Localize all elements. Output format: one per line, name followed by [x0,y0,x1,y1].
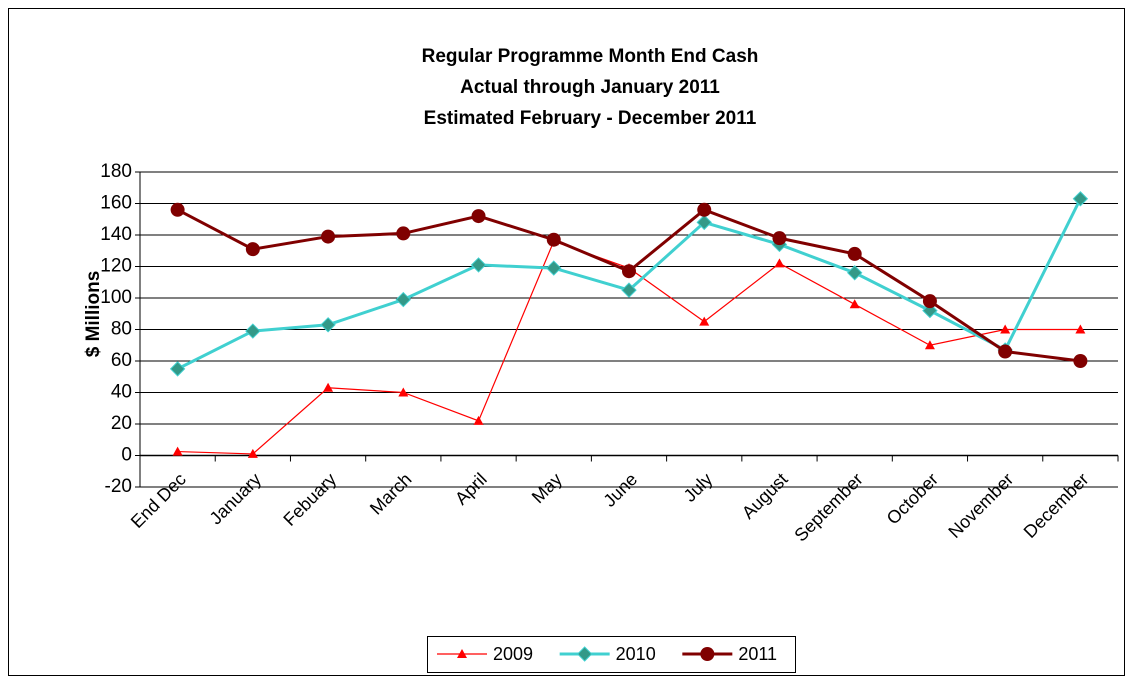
marker [621,282,637,298]
marker [471,209,486,224]
marker [922,294,937,309]
chart-title: Regular Programme Month End Cash [422,46,759,67]
legend-label: 2011 [738,644,777,664]
chart-subtitle: Estimated February - December 2011 [424,108,757,129]
marker [473,415,484,425]
marker [1073,354,1088,368]
marker [1072,191,1089,207]
marker [1000,324,1011,334]
y-tick-label: 40 [111,382,132,403]
marker [172,446,183,456]
legend-marker [576,646,593,662]
y-tick-label: 160 [100,193,132,214]
marker [998,344,1013,359]
marker [846,265,863,281]
marker [323,382,334,392]
legend-box [427,636,796,673]
marker [696,214,712,231]
marker [245,242,260,257]
marker [247,448,258,458]
y-tick-label: 100 [100,287,132,308]
marker [849,299,860,309]
marker [321,229,336,244]
marker [847,246,862,261]
chart-frame [8,8,1125,676]
marker [622,264,636,279]
y-tick-label: 120 [100,256,132,277]
y-tick-label: 140 [100,224,132,245]
marker [245,323,261,339]
y-axis-label: $ Millions [83,271,104,358]
y-tick-label: -20 [105,476,132,497]
marker [170,202,185,217]
marker [169,361,186,377]
y-tick-label: 20 [111,413,132,434]
marker [1075,324,1086,334]
marker [398,387,409,397]
marker [395,291,412,308]
y-tick-label: 80 [111,319,132,340]
marker [546,260,562,276]
y-tick-label: 180 [100,161,132,182]
marker [924,340,935,350]
y-tick-label: 0 [121,445,132,466]
chart-subtitle: Actual through January 2011 [460,77,720,98]
marker [697,202,712,217]
marker [772,231,787,246]
legend-label: 2010 [616,644,656,664]
marker [396,226,411,241]
marker [320,317,336,333]
legend-marker [700,647,715,661]
marker [699,316,710,326]
y-tick-label: 60 [111,350,132,371]
legend-label: 2009 [493,644,533,664]
marker [470,257,487,273]
marker [546,232,561,247]
marker [774,258,785,268]
legend-marker [457,649,467,658]
